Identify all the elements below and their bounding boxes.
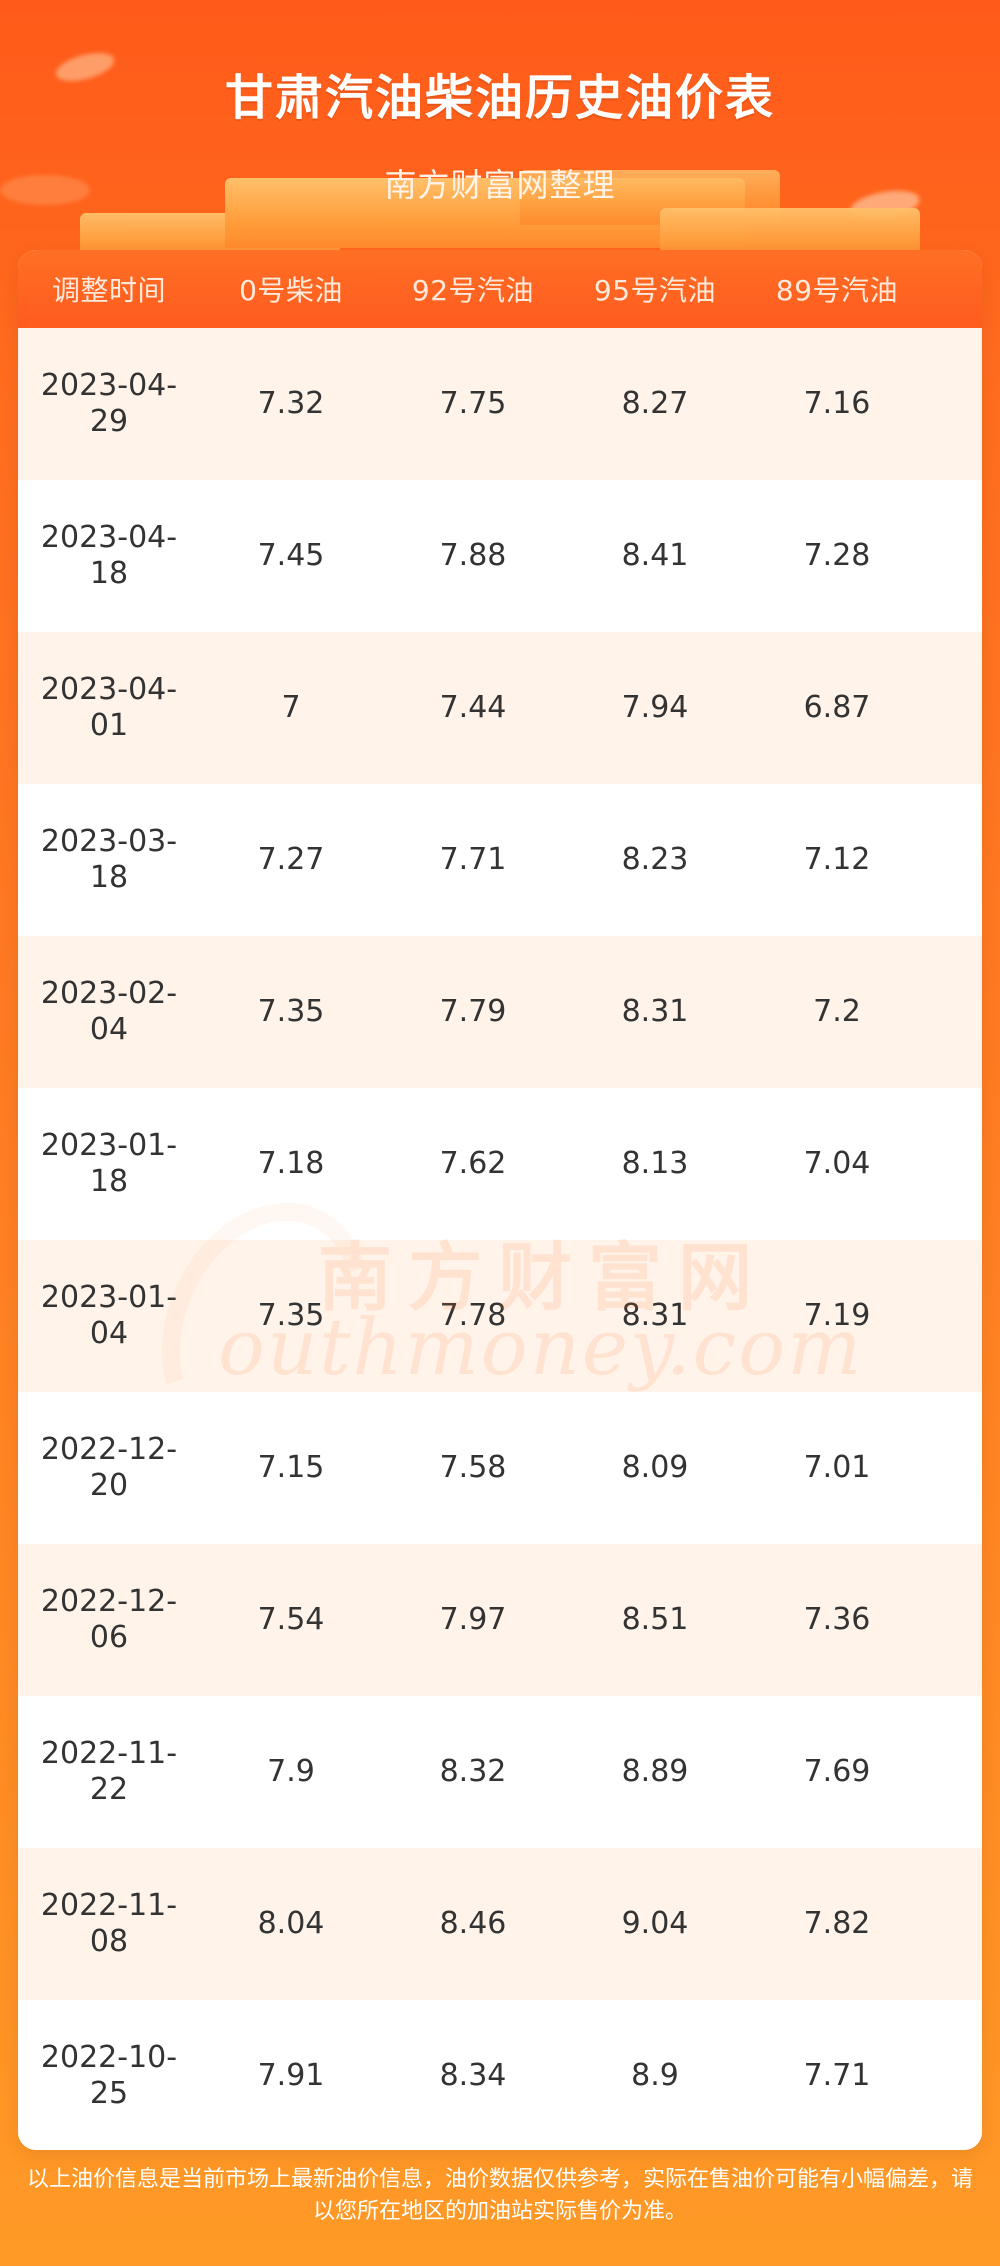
- gas95-cell: 7.94: [621, 690, 689, 725]
- diesel0-cell: 7.18: [257, 1146, 325, 1181]
- date-cell: 2022-10- 25: [40, 2040, 178, 2111]
- column-header-gas92: 92号汽油: [411, 274, 535, 307]
- gas92-cell: 7.44: [439, 690, 507, 725]
- gas89-cell: 7.69: [803, 1754, 871, 1789]
- gas92-cell: 7.78: [439, 1298, 507, 1333]
- page-title: 甘肃汽油柴油历史油价表: [224, 70, 775, 126]
- page-subtitle: 南方财富网整理: [384, 166, 616, 204]
- table-row: 2023-01- 18 7.18 7.62 8.13 7.04: [18, 1088, 982, 1240]
- date-cell: 2022-12- 20: [40, 1432, 178, 1503]
- diesel0-cell: 7.32: [257, 386, 325, 421]
- table-row: 2022-11- 22 7.9 8.32 8.89 7.69: [18, 1696, 982, 1848]
- gas89-cell: 7.04: [803, 1146, 871, 1181]
- diesel0-cell: 7.35: [257, 994, 325, 1029]
- table-row: 2023-01- 04 7.35 7.78 8.31 7.19: [18, 1240, 982, 1392]
- date-cell: 2023-04- 01: [40, 672, 178, 743]
- gas89-cell: 7.12: [803, 842, 871, 877]
- gas95-cell: 8.9: [631, 2058, 679, 2093]
- table-row: 2023-02- 04 7.35 7.79 8.31 7.2: [18, 936, 982, 1088]
- table-row: 2023-03- 18 7.27 7.71 8.23 7.12: [18, 784, 982, 936]
- gas95-cell: 8.23: [621, 842, 689, 877]
- gas89-cell: 7.16: [803, 386, 871, 421]
- diesel0-cell: 7.45: [257, 538, 325, 573]
- diesel0-cell: 7.27: [257, 842, 325, 877]
- gas89-cell: 7.19: [803, 1298, 871, 1333]
- diesel0-cell: 7.54: [257, 1602, 325, 1637]
- gas95-cell: 8.27: [621, 386, 689, 421]
- date-cell: 2022-12- 06: [40, 1584, 178, 1655]
- gas92-cell: 7.71: [439, 842, 507, 877]
- header-hero: 甘肃汽油柴油历史油价表 南方财富网整理: [0, 0, 1000, 260]
- gas89-cell: 7.01: [803, 1450, 871, 1485]
- gas89-cell: 7.36: [803, 1602, 871, 1637]
- gas92-cell: 7.58: [439, 1450, 507, 1485]
- table-row: 2022-12- 20 7.15 7.58 8.09 7.01: [18, 1392, 982, 1544]
- gas95-cell: 8.41: [621, 538, 689, 573]
- date-cell: 2023-03- 18: [40, 824, 178, 895]
- table-row: 2022-12- 06 7.54 7.97 8.51 7.36: [18, 1544, 982, 1696]
- gas92-cell: 8.34: [439, 2058, 507, 2093]
- date-cell: 2023-02- 04: [40, 976, 178, 1047]
- date-cell: 2022-11- 08: [40, 1888, 178, 1959]
- decor-blob: [0, 175, 90, 205]
- gas92-cell: 7.75: [439, 386, 507, 421]
- table-row: 2023-04- 18 7.45 7.88 8.41 7.28: [18, 480, 982, 632]
- gas89-cell: 7.28: [803, 538, 871, 573]
- gas89-cell: 7.82: [803, 1906, 871, 1941]
- price-table-card: 调整时间 0号柴油 92号汽油 95号汽油 89号汽油 2023-04- 29 …: [18, 250, 982, 2150]
- gas89-cell: 7.2: [813, 994, 861, 1029]
- column-header-gas89: 89号汽油: [775, 274, 899, 307]
- diesel0-cell: 7.9: [267, 1754, 315, 1789]
- gas95-cell: 8.09: [621, 1450, 689, 1485]
- table-body: 2023-04- 29 7.32 7.75 8.27 7.16 2023-04-…: [18, 328, 982, 2150]
- table-header: 调整时间 0号柴油 92号汽油 95号汽油 89号汽油: [18, 250, 982, 328]
- column-header-diesel0: 0号柴油: [239, 274, 343, 307]
- gas92-cell: 7.62: [439, 1146, 507, 1181]
- diesel0-cell: 7.91: [257, 2058, 325, 2093]
- table-row: 2022-10- 25 7.91 8.34 8.9 7.71: [18, 2000, 982, 2150]
- gas95-cell: 8.13: [621, 1146, 689, 1181]
- gas92-cell: 7.79: [439, 994, 507, 1029]
- column-header-date: 调整时间: [51, 274, 166, 307]
- table-row: 2022-11- 08 8.04 8.46 9.04 7.82: [18, 1848, 982, 2000]
- gas95-cell: 8.31: [621, 994, 689, 1029]
- diesel0-cell: 7.35: [257, 1298, 325, 1333]
- column-header-gas95: 95号汽油: [593, 274, 717, 307]
- diesel0-cell: 7: [281, 690, 301, 725]
- gas89-cell: 7.71: [803, 2058, 871, 2093]
- diesel0-cell: 7.15: [257, 1450, 325, 1485]
- date-cell: 2023-01- 18: [40, 1128, 178, 1199]
- diesel0-cell: 8.04: [257, 1906, 325, 1941]
- date-cell: 2022-11- 22: [40, 1736, 178, 1807]
- gas92-cell: 7.88: [439, 538, 507, 573]
- gas89-cell: 6.87: [803, 690, 871, 725]
- gas95-cell: 8.31: [621, 1298, 689, 1333]
- gas95-cell: 8.51: [621, 1602, 689, 1637]
- date-cell: 2023-04- 18: [40, 520, 178, 591]
- table-row: 2023-04- 29 7.32 7.75 8.27 7.16: [18, 328, 982, 480]
- table-row: 2023-04- 01 7 7.44 7.94 6.87: [18, 632, 982, 784]
- gas95-cell: 8.89: [621, 1754, 689, 1789]
- gas95-cell: 9.04: [621, 1906, 689, 1941]
- gas92-cell: 8.32: [439, 1754, 507, 1789]
- gas92-cell: 7.97: [439, 1602, 507, 1637]
- gas92-cell: 8.46: [439, 1906, 507, 1941]
- date-cell: 2023-04- 29: [40, 368, 178, 439]
- date-cell: 2023-01- 04: [40, 1280, 178, 1351]
- footer-note: 以上油价信息是当前市场上最新油价信息，油价数据仅供参考，实际在售油价可能有小幅偏…: [26, 2167, 973, 2224]
